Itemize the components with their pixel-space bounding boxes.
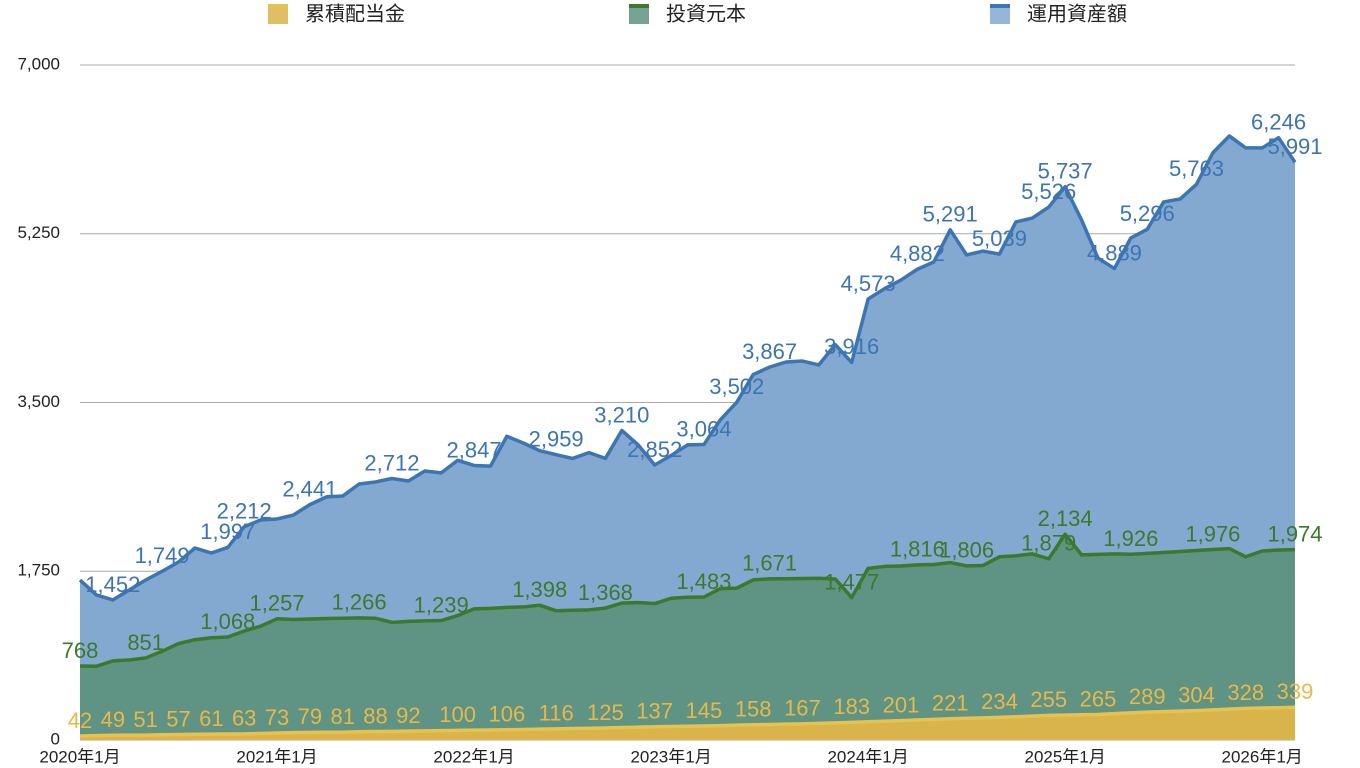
x-tick-label: 2021年1月 xyxy=(236,747,317,766)
data-label: 2,134 xyxy=(1038,506,1093,531)
data-label: 167 xyxy=(784,696,821,721)
data-label: 5,991 xyxy=(1267,134,1322,159)
data-label: 5,291 xyxy=(923,202,978,227)
data-label: 5,296 xyxy=(1120,201,1175,226)
x-tick-label: 2025年1月 xyxy=(1024,747,1105,766)
line xyxy=(79,532,1296,668)
x-tick-label: 2020年1月 xyxy=(39,747,120,766)
y-tick-label: 5,250 xyxy=(17,223,60,242)
data-label: 3,502 xyxy=(709,374,764,399)
legend-swatch xyxy=(629,4,649,24)
y-tick-label: 7,000 xyxy=(17,54,60,73)
data-label: 289 xyxy=(1129,684,1166,709)
data-label: 255 xyxy=(1030,687,1067,712)
data-label: 125 xyxy=(587,700,624,725)
data-label: 6,246 xyxy=(1251,110,1306,135)
data-label: 158 xyxy=(735,697,772,722)
data-label: 4,573 xyxy=(841,271,896,296)
data-label: 1,879 xyxy=(1021,531,1076,556)
data-label: 1,452 xyxy=(85,572,140,597)
data-label: 63 xyxy=(232,706,256,731)
data-label: 2,852 xyxy=(627,437,682,462)
data-label: 2,712 xyxy=(364,450,419,475)
data-label: 1,816 xyxy=(890,537,945,562)
x-tick-label: 2026年1月 xyxy=(1222,747,1303,766)
data-label: 61 xyxy=(199,706,223,731)
y-tick-label: 0 xyxy=(51,729,60,748)
data-label: 4,889 xyxy=(1087,240,1142,265)
legend-label: 運用資産額 xyxy=(1027,2,1127,25)
data-label: 3,064 xyxy=(676,416,731,441)
data-label: 5,526 xyxy=(1021,179,1076,204)
legend-swatch-line xyxy=(990,4,1010,8)
legend-swatch-line xyxy=(629,4,649,8)
data-label: 5,737 xyxy=(1038,159,1093,184)
data-label: 1,239 xyxy=(414,592,469,617)
x-tick-label: 2022年1月 xyxy=(433,747,514,766)
data-label: 57 xyxy=(166,706,190,731)
data-label: 3,916 xyxy=(824,334,879,359)
x-tick-label: 2024年1月 xyxy=(827,747,908,766)
legend-label: 累積配当金 xyxy=(305,2,405,25)
data-label: 234 xyxy=(981,689,1018,714)
data-label: 1,976 xyxy=(1185,521,1240,546)
data-label: 137 xyxy=(636,699,673,724)
data-label: 339 xyxy=(1277,679,1314,704)
x-tick-label: 2023年1月 xyxy=(630,747,711,766)
data-label: 73 xyxy=(265,705,289,730)
data-label: 768 xyxy=(62,638,99,663)
data-label: 51 xyxy=(133,707,157,732)
data-label: 1,926 xyxy=(1103,526,1158,551)
data-label: 5,039 xyxy=(972,226,1027,251)
data-label: 1,806 xyxy=(939,538,994,563)
data-label: 2,959 xyxy=(529,426,584,451)
data-label: 328 xyxy=(1227,680,1264,705)
line xyxy=(78,134,1297,602)
data-label: 3,867 xyxy=(742,339,797,364)
data-label: 221 xyxy=(932,691,969,716)
data-label: 3,210 xyxy=(594,402,649,427)
y-tick-label: 3,500 xyxy=(17,392,60,411)
data-label: 5,763 xyxy=(1169,156,1224,181)
area xyxy=(80,534,1295,740)
data-label: 1,749 xyxy=(135,543,190,568)
data-label: 100 xyxy=(439,702,476,727)
data-label: 1,974 xyxy=(1267,521,1322,546)
data-label: 1,368 xyxy=(578,580,633,605)
data-label: 1,398 xyxy=(512,577,567,602)
legend-swatch xyxy=(268,4,288,24)
data-label: 49 xyxy=(101,707,125,732)
y-tick-label: 1,750 xyxy=(17,561,60,580)
data-label: 81 xyxy=(330,704,354,729)
legend-swatch-line xyxy=(268,4,288,8)
data-label: 265 xyxy=(1080,686,1117,711)
data-label: 1,477 xyxy=(824,569,879,594)
data-label: 79 xyxy=(298,704,322,729)
data-label: 42 xyxy=(68,708,92,733)
data-label: 4,882 xyxy=(890,241,945,266)
data-label: 1,671 xyxy=(742,551,797,576)
data-label: 2,441 xyxy=(282,476,337,501)
data-label: 145 xyxy=(686,698,723,723)
data-label: 88 xyxy=(363,703,387,728)
legend-swatch xyxy=(990,4,1010,24)
data-label: 304 xyxy=(1178,682,1215,707)
data-label: 1,483 xyxy=(676,569,731,594)
line xyxy=(79,705,1296,738)
data-label: 201 xyxy=(883,692,920,717)
data-label: 106 xyxy=(489,702,526,727)
data-label: 2,847 xyxy=(447,437,502,462)
data-label: 1,997 xyxy=(200,519,255,544)
data-label: 1,266 xyxy=(332,590,387,615)
data-label: 851 xyxy=(127,630,164,655)
data-label: 1,257 xyxy=(249,591,304,616)
data-label: 2,212 xyxy=(217,499,272,524)
legend-label: 投資元本 xyxy=(666,2,746,25)
data-label: 116 xyxy=(539,701,574,726)
data-label: 92 xyxy=(396,703,420,728)
data-label: 183 xyxy=(833,694,870,719)
data-label: 1,068 xyxy=(200,609,255,634)
